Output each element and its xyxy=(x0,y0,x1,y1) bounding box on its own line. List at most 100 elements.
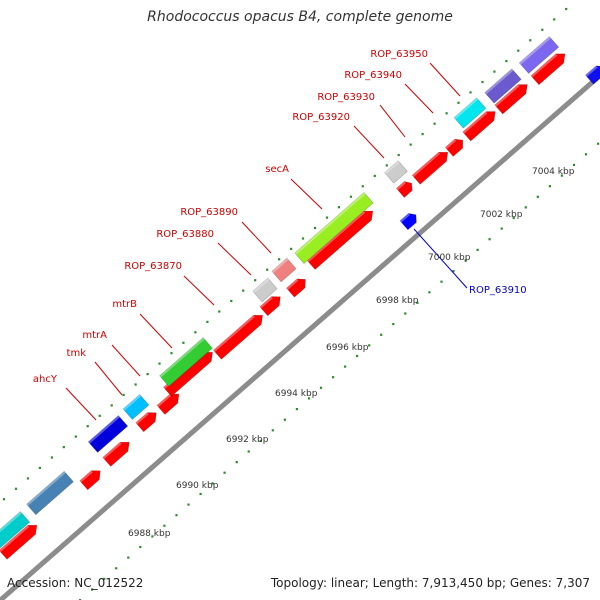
tick-dot xyxy=(134,383,137,386)
gene-label-mtrb[interactable]: mtrB xyxy=(112,299,173,349)
tick-dot xyxy=(182,341,185,344)
gene-name: tmk xyxy=(67,348,87,359)
tick-dot xyxy=(283,418,286,421)
leader-line xyxy=(111,344,141,377)
colored-gene-3 xyxy=(87,415,129,453)
colored-gene-10 xyxy=(453,97,487,129)
ruler-label: 6998 kbp xyxy=(376,296,419,306)
gene-name: ROP_63950 xyxy=(370,49,428,60)
tick-dot xyxy=(86,425,89,428)
tick-dot xyxy=(74,435,77,438)
tick-dot xyxy=(505,60,508,63)
gene-label-rop-63920[interactable]: ROP_63920 xyxy=(292,112,385,159)
reverse-gene-1 xyxy=(0,524,38,560)
reverse-gene-9 xyxy=(286,278,306,298)
gene-label-rop-63950[interactable]: ROP_63950 xyxy=(370,49,461,97)
tick-dot xyxy=(325,216,329,219)
tick-dot xyxy=(445,112,448,115)
tick-dot xyxy=(416,301,419,304)
leader-line xyxy=(413,228,468,289)
ruler-label: 6994 kbp xyxy=(275,389,318,399)
gene-label-seca[interactable]: secA xyxy=(265,164,323,210)
gene-name: ROP_63940 xyxy=(344,70,402,81)
tick-dot xyxy=(38,466,41,469)
tick-dot xyxy=(517,49,520,52)
tick-dot xyxy=(332,376,335,379)
ruler-label: 7004 kbp xyxy=(532,167,575,177)
tick-dot xyxy=(541,28,544,31)
leader-line xyxy=(94,361,123,396)
tick-dot xyxy=(356,354,359,358)
tick-dot xyxy=(242,289,245,292)
tick-dot xyxy=(512,216,515,220)
upper-tick-row xyxy=(2,7,568,501)
tick-dot xyxy=(524,206,527,209)
tick-dot xyxy=(404,312,407,315)
gene-label-rop-63930[interactable]: ROP_63930 xyxy=(317,92,406,138)
ruler-labels: 6988 kbp 6990 kbp 6992 kbp 6994 kbp 6996 kbp… xyxy=(128,167,575,539)
gene-rop-63910 xyxy=(399,213,417,231)
tick-dot xyxy=(223,471,226,474)
leader-line xyxy=(183,275,215,306)
tick-dot xyxy=(259,439,262,442)
tick-dot xyxy=(235,461,238,464)
leader-line xyxy=(217,242,252,276)
reverse-strand-genes xyxy=(0,53,566,560)
tick-dot xyxy=(151,535,154,538)
tick-dot xyxy=(500,227,503,230)
tick-dot xyxy=(301,237,305,240)
colored-gene-9 xyxy=(384,160,408,184)
tick-dot xyxy=(139,545,142,549)
colored-gene-2 xyxy=(26,470,74,516)
tick-dot xyxy=(392,323,395,326)
tick-dot xyxy=(115,567,118,570)
tick-dot xyxy=(278,258,281,261)
leader-line xyxy=(379,104,406,138)
tick-dot xyxy=(26,477,29,480)
tick-dot xyxy=(572,163,576,166)
gene-label-rop-63890[interactable]: ROP_63890 xyxy=(180,207,272,254)
lower-tick-row xyxy=(79,142,600,600)
tick-dot xyxy=(103,577,106,580)
tick-dot xyxy=(271,429,274,432)
tick-dot xyxy=(560,174,563,177)
tick-dot xyxy=(397,153,400,157)
gene-name: ROP_63930 xyxy=(317,92,375,103)
tick-dot xyxy=(548,185,551,188)
colored-gene-5 xyxy=(159,337,213,387)
gene-label-tmk[interactable]: tmk xyxy=(67,348,123,396)
backbone-layer xyxy=(0,72,600,600)
tick-dot xyxy=(230,299,233,303)
forward-strand-genes xyxy=(0,36,600,549)
reverse-gene-13 xyxy=(444,138,464,157)
gene-label-ahcy[interactable]: ahcY xyxy=(33,374,97,421)
leader-line xyxy=(139,313,173,349)
tick-dot xyxy=(187,503,190,506)
tick-dot xyxy=(452,270,455,273)
gene-label-rop-63870[interactable]: ROP_63870 xyxy=(124,261,215,306)
reverse-gene-8 xyxy=(259,296,281,317)
gene-label-rop-63940[interactable]: ROP_63940 xyxy=(344,70,434,114)
leader-line xyxy=(290,178,323,210)
gene-name: ROP_63880 xyxy=(156,229,214,240)
gene-label-rop-63910[interactable]: ROP_63910 xyxy=(413,228,527,296)
reverse-gene-14 xyxy=(462,111,496,142)
reverse-gene-5 xyxy=(156,393,180,415)
gene-label-mtra[interactable]: mtrA xyxy=(82,330,141,377)
leader-line xyxy=(429,62,461,97)
tick-dot xyxy=(110,404,113,407)
tick-dot xyxy=(50,456,53,459)
tick-dot xyxy=(14,487,18,490)
tick-dot xyxy=(337,206,340,209)
tick-dot xyxy=(122,393,125,396)
colored-gene-12 xyxy=(518,36,560,74)
gene-label-rop-63880[interactable]: ROP_63880 xyxy=(156,229,252,276)
tick-dot xyxy=(211,482,214,485)
tick-dot xyxy=(553,18,556,21)
reverse-gene-16 xyxy=(530,53,566,86)
ruler-label: 6996 kbp xyxy=(326,343,369,353)
colored-gene-8 xyxy=(294,191,374,265)
genome-summary-text: Topology: linear; Length: 7,913,450 bp; … xyxy=(270,576,590,590)
ruler-label: 6988 kbp xyxy=(128,529,171,539)
